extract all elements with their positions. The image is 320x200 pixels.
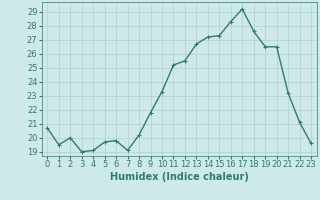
X-axis label: Humidex (Indice chaleur): Humidex (Indice chaleur) [110,172,249,182]
